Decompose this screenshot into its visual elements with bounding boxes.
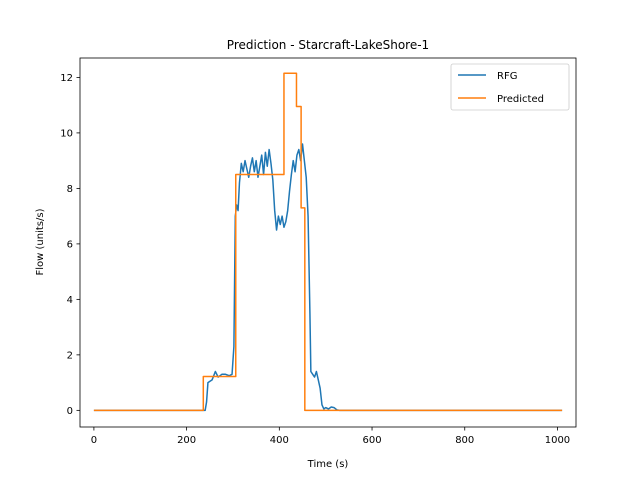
x-axis-label: Time (s)	[307, 459, 349, 470]
x-tick-label: 400	[270, 435, 289, 446]
y-tick-label: 10	[60, 128, 73, 139]
x-tick-label: 0	[91, 435, 97, 446]
axes-frame	[79, 57, 577, 428]
y-tick-label: 4	[67, 295, 73, 306]
y-tick-label: 12	[60, 73, 73, 84]
x-tick-label: 200	[177, 435, 196, 446]
y-axis-label: Flow (units/s)	[35, 208, 46, 275]
x-tick-label: 600	[362, 435, 381, 446]
y-tick-label: 8	[67, 184, 73, 195]
legend-label-rfg: RFG	[497, 71, 517, 82]
x-axis: 0 200 400 600 800 1000	[91, 427, 570, 446]
x-tick-label: 800	[455, 435, 474, 446]
y-tick-label: 6	[67, 239, 73, 250]
plot-lines	[93, 72, 563, 412]
y-axis: 0 2 4 6 8 10 12	[60, 73, 80, 417]
series-line-rfg	[93, 143, 563, 412]
y-tick-label: 2	[67, 350, 73, 361]
y-tick-label: 0	[67, 406, 73, 417]
legend-label-predicted: Predicted	[497, 94, 544, 105]
series-line-predicted	[93, 72, 563, 412]
x-tick-label: 1000	[545, 435, 570, 446]
legend: RFG Predicted	[450, 63, 570, 111]
chart-title: Prediction - Starcraft-LakeShore-1	[227, 38, 429, 52]
